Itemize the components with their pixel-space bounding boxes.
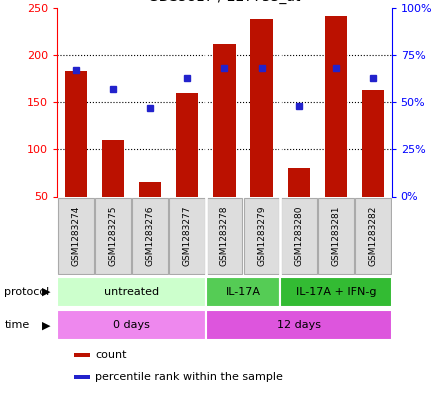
Bar — [213, 44, 235, 196]
Text: IL-17A + IFN-g: IL-17A + IFN-g — [296, 287, 376, 297]
Bar — [280, 277, 392, 307]
Text: 0 days: 0 days — [113, 320, 150, 330]
Bar — [102, 140, 124, 196]
Text: GSM1283277: GSM1283277 — [183, 206, 192, 266]
Bar — [206, 277, 280, 307]
Bar — [288, 168, 310, 196]
Bar — [57, 310, 206, 340]
Bar — [325, 17, 347, 196]
Text: untreated: untreated — [104, 287, 159, 297]
FancyBboxPatch shape — [281, 198, 316, 274]
Text: IL-17A: IL-17A — [225, 287, 260, 297]
Text: GSM1283275: GSM1283275 — [108, 206, 117, 266]
Text: GSM1283276: GSM1283276 — [146, 206, 154, 266]
Bar — [176, 93, 198, 196]
Text: GSM1283280: GSM1283280 — [294, 206, 303, 266]
Text: ▶: ▶ — [42, 287, 51, 297]
Text: GSM1283274: GSM1283274 — [71, 206, 80, 266]
Text: time: time — [4, 320, 29, 330]
FancyBboxPatch shape — [318, 198, 354, 274]
FancyBboxPatch shape — [95, 198, 131, 274]
Text: count: count — [95, 350, 127, 360]
Text: protocol: protocol — [4, 287, 50, 297]
Text: GSM1283281: GSM1283281 — [331, 206, 341, 266]
FancyBboxPatch shape — [169, 198, 205, 274]
Bar — [74, 353, 90, 357]
FancyBboxPatch shape — [58, 198, 94, 274]
FancyBboxPatch shape — [355, 198, 391, 274]
Text: 12 days: 12 days — [277, 320, 321, 330]
FancyBboxPatch shape — [244, 198, 279, 274]
Text: GSM1283279: GSM1283279 — [257, 206, 266, 266]
Bar — [139, 182, 161, 196]
Bar — [74, 375, 90, 379]
Text: GSM1283278: GSM1283278 — [220, 206, 229, 266]
Bar — [206, 310, 392, 340]
FancyBboxPatch shape — [132, 198, 168, 274]
Bar — [57, 277, 206, 307]
Text: ▶: ▶ — [42, 320, 51, 330]
Bar — [65, 71, 87, 196]
Bar — [362, 90, 384, 196]
Bar — [250, 19, 273, 196]
Title: GDS5817 / 227733_at: GDS5817 / 227733_at — [148, 0, 301, 4]
Text: percentile rank within the sample: percentile rank within the sample — [95, 372, 283, 382]
Text: GSM1283282: GSM1283282 — [369, 206, 378, 266]
FancyBboxPatch shape — [206, 198, 242, 274]
